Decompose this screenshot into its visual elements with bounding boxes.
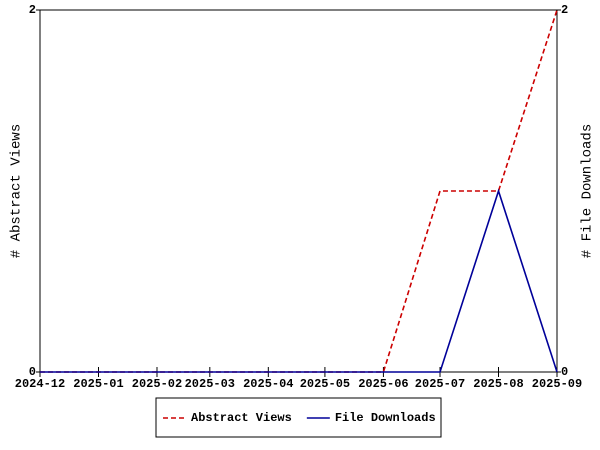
x-tick-label: 2025-06 xyxy=(358,377,408,391)
y2-tick-label: 0 xyxy=(561,365,568,379)
x-tick-label: 2024-12 xyxy=(15,377,65,391)
y2-axis-label: # File Downloads xyxy=(580,124,596,258)
x-tick-label: 2025-07 xyxy=(415,377,465,391)
x-tick-label: 2025-09 xyxy=(532,377,582,391)
x-tick-label: 2025-03 xyxy=(185,377,235,391)
x-tick-label: 2025-08 xyxy=(473,377,523,391)
y-tick-label: 2 xyxy=(29,3,36,17)
y-axis-label: # Abstract Views xyxy=(9,124,25,258)
series-line xyxy=(40,188,558,373)
legend-label: Abstract Views xyxy=(191,411,292,425)
y-tick-label: 0 xyxy=(29,365,36,379)
x-tick-label: 2025-01 xyxy=(73,377,123,391)
x-tick-label: 2025-05 xyxy=(300,377,350,391)
x-tick-label: 2025-02 xyxy=(132,377,182,391)
y2-tick-label: 2 xyxy=(561,3,568,17)
legend-box xyxy=(155,397,442,438)
x-tick-label: 2025-04 xyxy=(243,377,293,391)
legend-label: File Downloads xyxy=(335,411,436,425)
